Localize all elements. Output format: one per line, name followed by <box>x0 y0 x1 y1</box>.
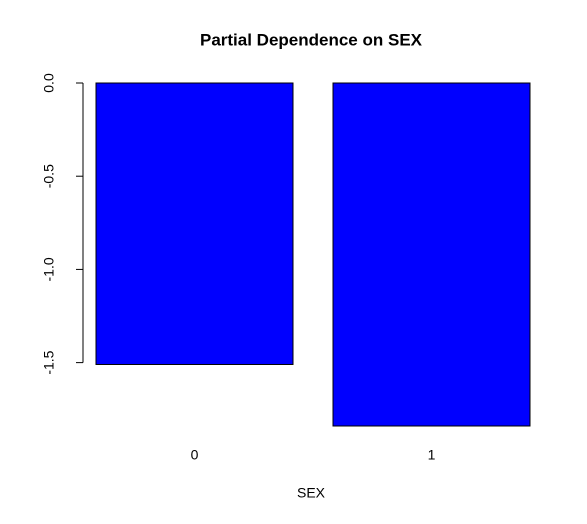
y-tick-label: -1.0 <box>41 257 57 281</box>
y-tick-label: -1.5 <box>41 350 57 374</box>
bar <box>332 82 531 427</box>
bar <box>95 82 294 365</box>
y-tick-label: -0.5 <box>41 164 57 188</box>
x-tick-label: 1 <box>428 447 436 463</box>
y-tick-label: 0.0 <box>41 73 57 93</box>
x-tick-label: 0 <box>191 447 199 463</box>
chart-title: Partial Dependence on SEX <box>200 30 423 49</box>
x-axis-label: SEX <box>297 485 326 501</box>
